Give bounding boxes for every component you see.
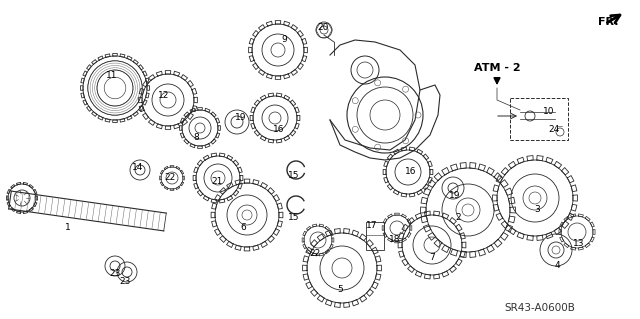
Text: 17: 17 — [366, 221, 378, 231]
Text: 7: 7 — [429, 254, 435, 263]
Text: 2: 2 — [455, 213, 461, 222]
Text: 19: 19 — [236, 114, 247, 122]
Text: 16: 16 — [273, 125, 285, 135]
Text: 8: 8 — [193, 133, 199, 143]
Text: 11: 11 — [106, 70, 118, 79]
Text: 23: 23 — [119, 278, 131, 286]
Text: 3: 3 — [534, 205, 540, 214]
Text: 4: 4 — [554, 261, 560, 270]
Text: ATM - 2: ATM - 2 — [474, 63, 520, 73]
Text: 13: 13 — [573, 239, 585, 248]
Text: 5: 5 — [337, 285, 343, 293]
Text: 15: 15 — [288, 213, 300, 222]
Text: 24: 24 — [548, 125, 559, 135]
Text: 1: 1 — [65, 224, 71, 233]
Text: 16: 16 — [405, 167, 417, 176]
Text: 9: 9 — [281, 35, 287, 44]
Text: 22: 22 — [164, 173, 175, 182]
Text: SR43-A0600B: SR43-A0600B — [504, 303, 575, 313]
Text: FR.: FR. — [598, 17, 618, 27]
Text: 19: 19 — [449, 190, 461, 199]
Bar — [366, 222, 384, 250]
Text: 15: 15 — [288, 170, 300, 180]
Text: 12: 12 — [158, 91, 170, 100]
Text: 23: 23 — [109, 269, 121, 278]
Text: 22: 22 — [309, 249, 321, 257]
Text: 21: 21 — [211, 177, 223, 187]
Text: 10: 10 — [543, 108, 555, 116]
Text: 6: 6 — [240, 224, 246, 233]
Text: 20: 20 — [317, 24, 329, 33]
Text: 14: 14 — [132, 164, 144, 173]
Text: 18: 18 — [389, 235, 401, 244]
